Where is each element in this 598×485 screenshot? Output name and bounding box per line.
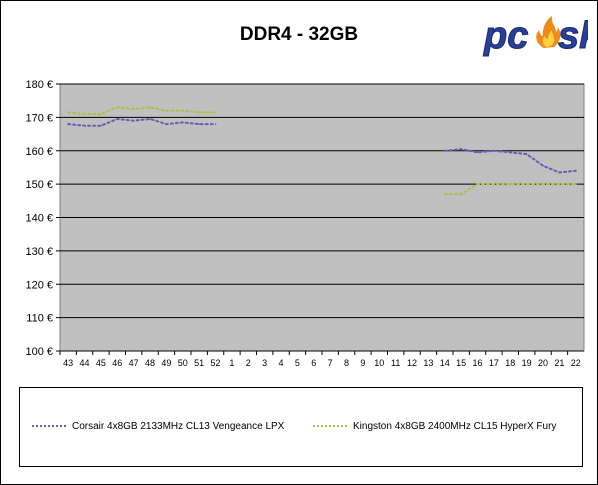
- legend-label-corsair: Corsair 4x8GB 2133MHz CL13 Vengeance LPX: [72, 421, 285, 432]
- x-tick-label-24: 15: [456, 358, 466, 368]
- series-0-point-29: [542, 164, 544, 167]
- legend-swatch-kingston: [313, 425, 347, 428]
- x-tick-label-26: 17: [489, 358, 499, 368]
- x-tick-label-17: 8: [344, 358, 349, 368]
- series-0-point-24: [460, 148, 462, 150]
- x-tick-label-2: 45: [96, 358, 106, 368]
- series-1-point-8: [198, 111, 200, 114]
- series-0-point-25: [476, 151, 479, 154]
- x-tick-label-19: 10: [374, 358, 384, 368]
- x-tick-label-14: 5: [295, 358, 300, 368]
- series-1-point-7: [182, 109, 184, 112]
- x-tick-label-29: 20: [538, 358, 548, 368]
- y-tick-label-2: 120 €: [25, 279, 53, 291]
- y-tick-label-0: 100 €: [25, 346, 53, 358]
- y-tick-label-8: 180 €: [25, 79, 53, 91]
- series-1-point-24: [460, 193, 462, 195]
- series-0-point-5: [149, 118, 151, 120]
- series-1-point-31: [575, 183, 577, 185]
- x-tick-label-1: 44: [80, 358, 90, 368]
- x-tick-label-6: 49: [161, 358, 171, 368]
- x-axis: 43 44 45 46 47 48 49 50 51 52 1 2 3 4 5 6 7 8 9 10 11 12 13 14 1…: [59, 351, 581, 368]
- series-1-point-6: [165, 109, 168, 112]
- series-1-point-29: [542, 183, 544, 185]
- x-tick-label-5: 48: [145, 358, 155, 368]
- series-0-point-2: [100, 124, 102, 127]
- x-tick-label-28: 19: [522, 358, 532, 368]
- series-0-point-3: [116, 118, 119, 120]
- series-0-point-28: [525, 153, 528, 155]
- series-0-point-1: [83, 124, 86, 127]
- y-tick-label-6: 160 €: [25, 146, 53, 158]
- series-1-point-28: [525, 183, 528, 185]
- y-tick-label-1: 110 €: [26, 313, 53, 325]
- x-tick-label-25: 16: [473, 358, 483, 368]
- x-tick-label-16: 7: [328, 358, 333, 368]
- series-0-point-23: [444, 149, 446, 152]
- x-tick-label-8: 51: [194, 358, 204, 368]
- svg-text:pc: pc: [483, 15, 528, 57]
- pcesk-logo: pc sk: [483, 15, 589, 58]
- series-line-1-segment-1: [443, 183, 577, 196]
- series-0-point-27: [509, 151, 512, 154]
- x-tick-label-10: 1: [229, 358, 234, 368]
- y-tick-label-7: 170 €: [25, 112, 53, 124]
- legend-swatch-corsair: [32, 425, 66, 428]
- series-1-point-3: [116, 106, 119, 109]
- x-tick-label-31: 22: [571, 358, 581, 368]
- series-0-point-7: [182, 121, 184, 124]
- series-1-point-23: [444, 193, 446, 195]
- chart-title: DDR4 - 32GB: [239, 24, 359, 45]
- series-0-point-0: [67, 123, 69, 125]
- x-tick-label-20: 11: [391, 358, 400, 368]
- x-tick-label-0: 43: [63, 358, 73, 368]
- series-1-point-25: [476, 183, 479, 185]
- series-0-point-31: [575, 169, 577, 172]
- series-1-point-2: [100, 113, 102, 115]
- series-group: [67, 106, 577, 196]
- series-0-point-8: [198, 123, 200, 125]
- y-axis: 100 € 110 € 120 € 130 € 140 € 150 € 160 € 170 €…: [25, 79, 60, 358]
- y-tick-label-5: 150 €: [25, 179, 53, 191]
- svg-text:sk: sk: [558, 15, 588, 57]
- x-tick-label-22: 13: [423, 358, 433, 368]
- x-tick-label-18: 9: [360, 358, 365, 368]
- x-tick-label-15: 6: [311, 358, 316, 368]
- x-tick-label-27: 18: [505, 358, 515, 368]
- series-1-point-27: [509, 183, 512, 185]
- series-0-point-9: [214, 123, 217, 125]
- x-tick-label-9: 52: [211, 358, 221, 368]
- x-tick-label-13: 4: [279, 358, 284, 368]
- x-tick-label-21: 12: [407, 358, 417, 368]
- x-tick-label-11: 2: [246, 358, 251, 368]
- x-tick-label-7: 50: [178, 358, 188, 368]
- legend-item-corsair: Corsair 4x8GB 2133MHz CL13 Vengeance LPX: [32, 421, 284, 432]
- series-0-point-6: [165, 123, 168, 125]
- series-1-point-0: [67, 111, 69, 114]
- legend-label-kingston: Kingston 4x8GB 2400MHz CL15 HyperX Fury: [353, 421, 557, 432]
- series-1-point-1: [83, 113, 86, 115]
- legend-item-kingston: Kingston 4x8GB 2400MHz CL15 HyperX Fury: [313, 421, 556, 432]
- series-1-point-4: [132, 108, 135, 110]
- y-tick-label-3: 130 €: [25, 246, 53, 258]
- x-tick-label-23: 14: [440, 358, 450, 368]
- series-1-point-26: [493, 183, 495, 185]
- x-tick-label-30: 21: [554, 358, 564, 368]
- series-1-point-5: [149, 106, 151, 109]
- series-line-0-segment-0: [67, 117, 217, 127]
- legend: Corsair 4x8GB 2133MHz CL13 Vengeance LPX…: [19, 387, 583, 467]
- series-0-point-26: [493, 149, 495, 152]
- y-tick-label-4: 140 €: [25, 213, 53, 225]
- x-tick-label-4: 47: [129, 358, 139, 368]
- series-0-point-4: [132, 119, 135, 122]
- series-line-1-segment-0: [67, 106, 217, 115]
- series-0-point-30: [558, 171, 561, 174]
- x-tick-label-12: 3: [262, 358, 267, 368]
- x-tick-label-3: 46: [112, 358, 122, 368]
- series-1-point-30: [558, 183, 561, 185]
- series-1-point-9: [214, 111, 217, 114]
